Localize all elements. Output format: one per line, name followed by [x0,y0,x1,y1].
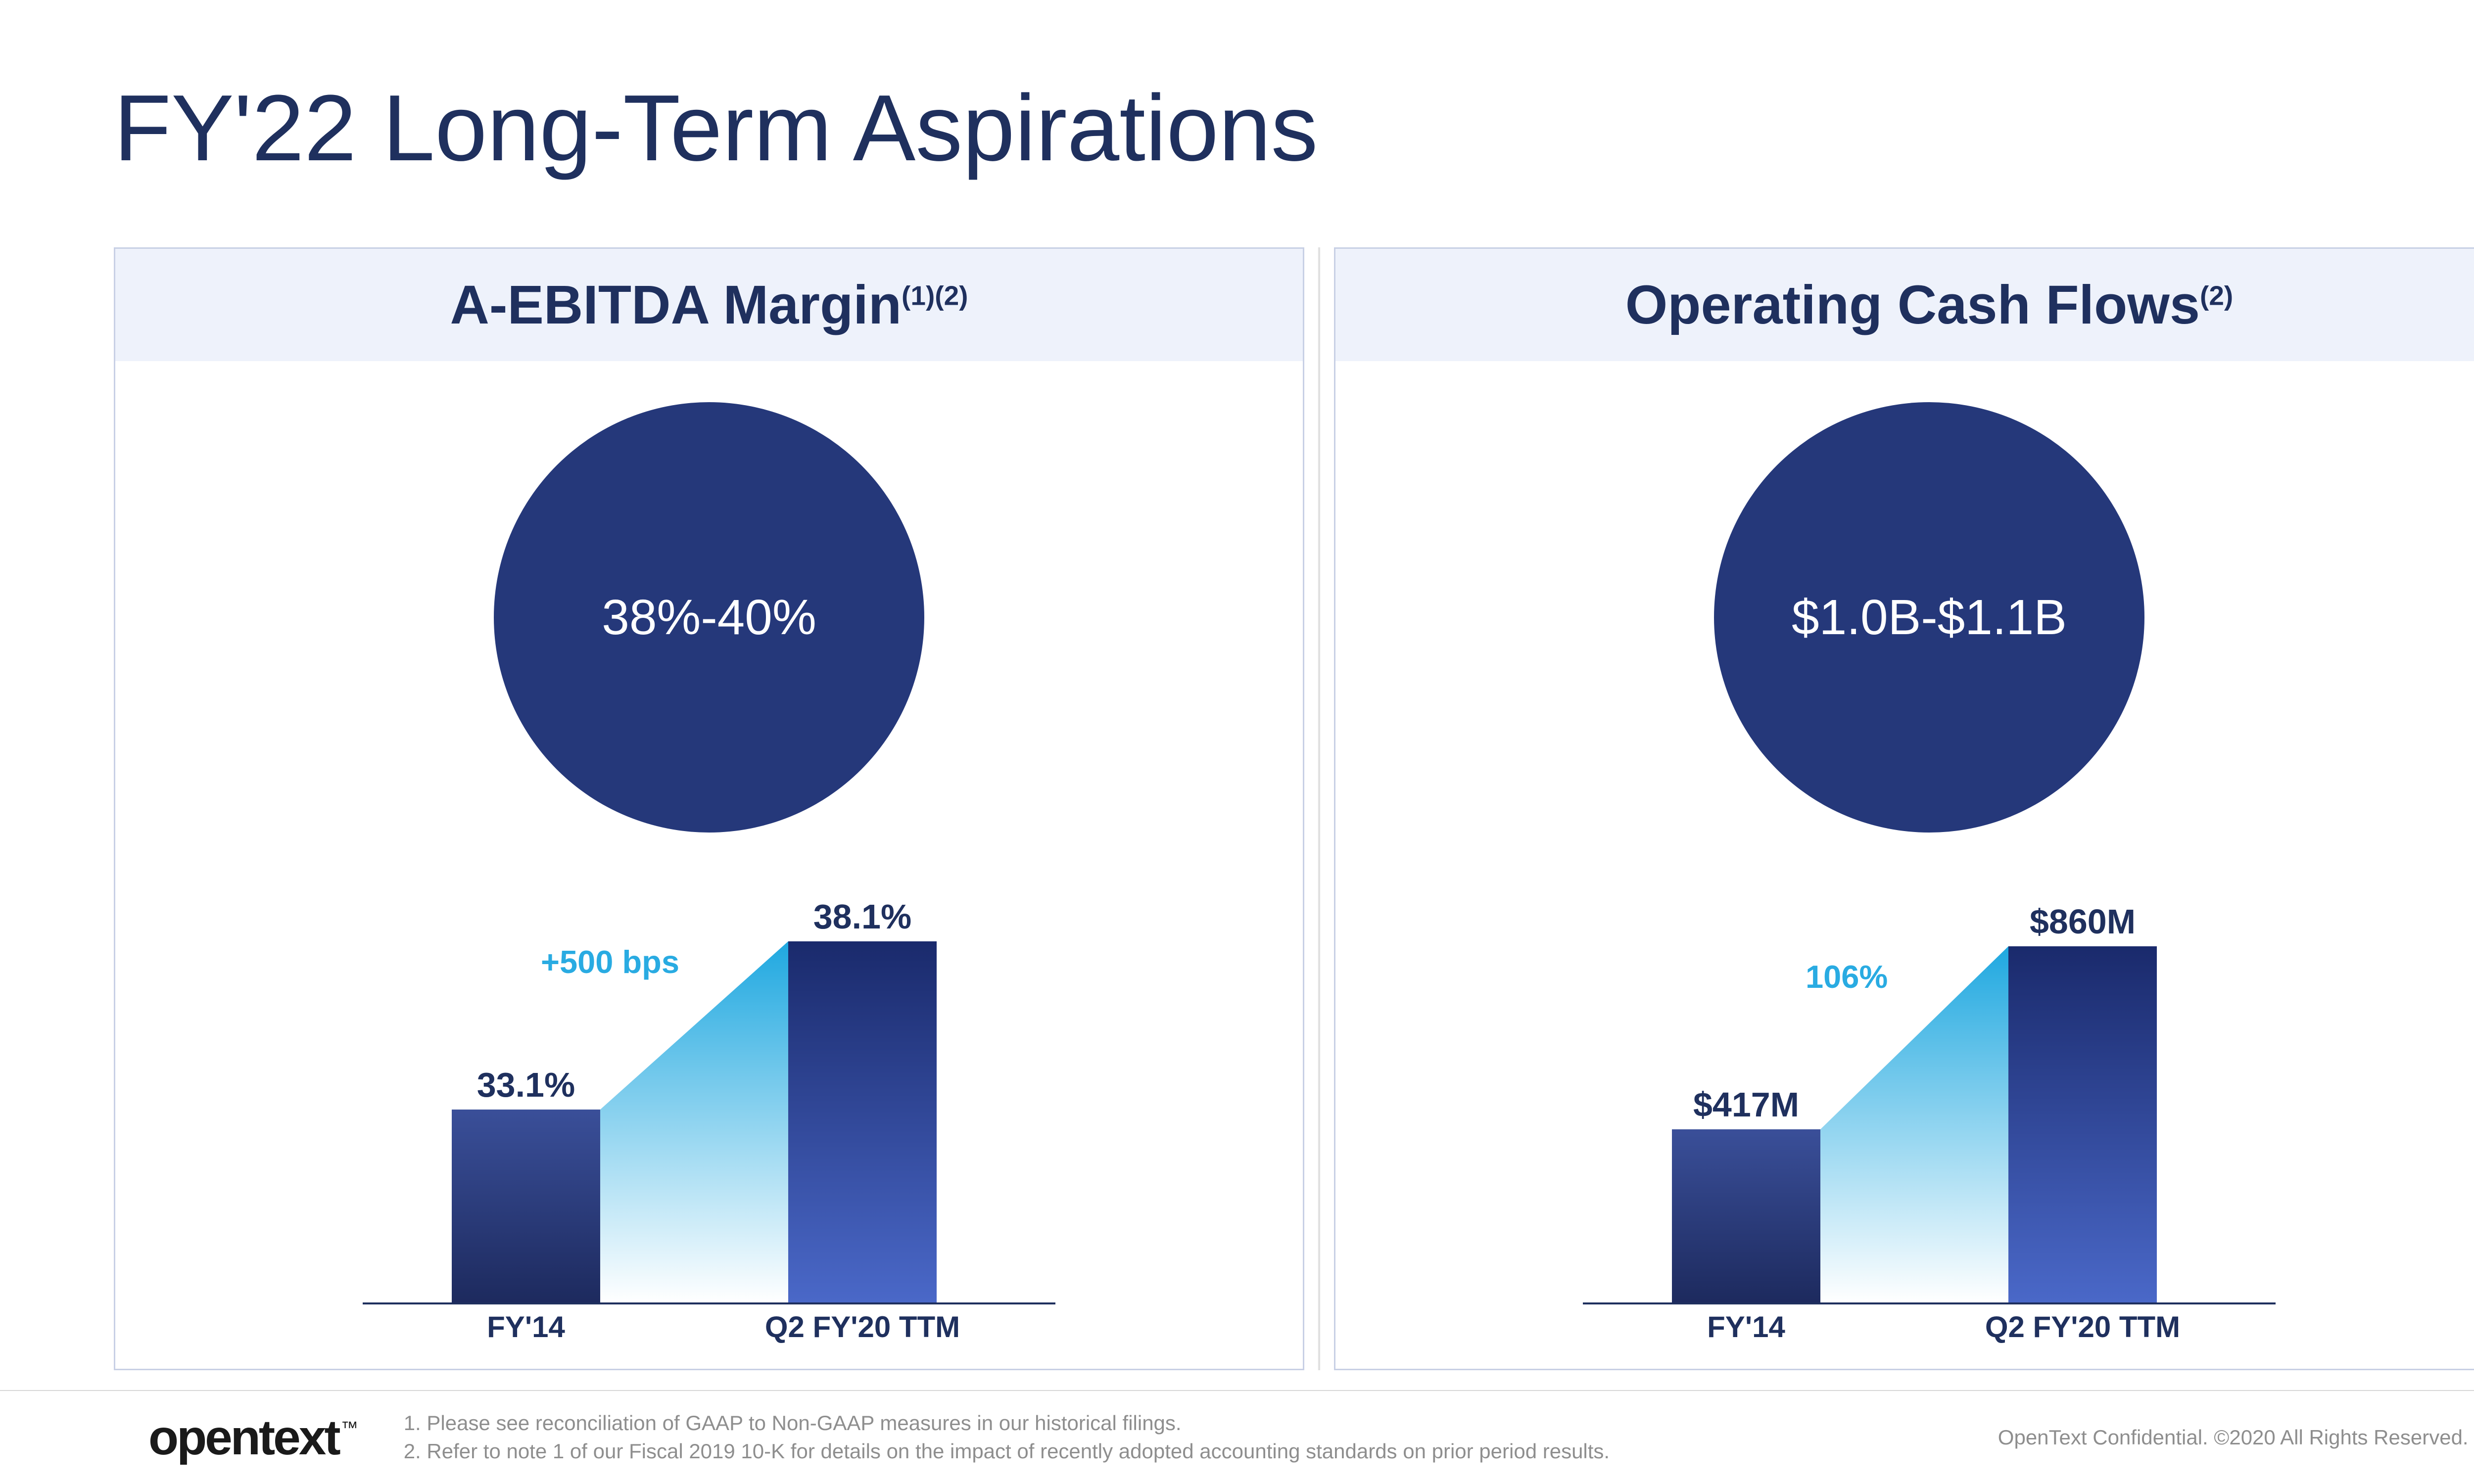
bar-fill [452,1110,600,1302]
bar-fill [1672,1129,1820,1302]
footer: opentext™ 1. Please see reconciliation o… [0,1390,2474,1484]
bar-category-label: FY'14 [452,1310,600,1344]
footnotes: 1. Please see reconciliation of GAAP to … [404,1409,1610,1465]
bar-q2fy20-ebitda: 38.1% [788,941,937,1302]
x-axis [1583,1302,2276,1304]
chart-cashflow: 106% $417M $860M FY'14 Q2 FY'20 TTM [1583,884,2276,1304]
panel-header-sup: (2) [2200,280,2233,311]
chart-ebitda: +500 bps 33.1% 38.1% FY'14 Q2 FY'20 TTM [363,884,1055,1304]
target-circle-cashflow: $1.0B-$1.1B [1714,402,2144,833]
bar-value-label: $417M [1672,1085,1820,1124]
bar-fill [788,941,937,1302]
panel-cashflow: Operating Cash Flows(2) $1.0B-$1.1B 106%… [1334,247,2474,1370]
panel-ebitda: A-EBITDA Margin(1)(2) 38%-40% +500 bps 3… [114,247,1304,1370]
logo-text: opentext [148,1410,339,1465]
confidential-text: OpenText Confidential. ©2020 All Rights … [1998,1426,2469,1449]
bar-q2fy20-cashflow: $860M [2008,946,2157,1302]
panel-header-text: Operating Cash Flows [1625,275,2200,335]
bar-value-label: 33.1% [452,1065,600,1105]
footnote-line: 1. Please see reconciliation of GAAP to … [404,1409,1610,1438]
bar-category-label: FY'14 [1672,1310,1820,1344]
slide-title: FY'22 Long-Term Aspirations [114,74,1318,182]
panel-header-cashflow: Operating Cash Flows(2) [1335,249,2474,361]
panel-divider [1318,247,1321,1370]
panel-header-ebitda: A-EBITDA Margin(1)(2) [115,249,1303,361]
bar-category-label: Q2 FY'20 TTM [754,1310,971,1344]
target-circle-ebitda: 38%-40% [494,402,924,833]
bar-fy14-cashflow: $417M [1672,1129,1820,1302]
x-axis [363,1302,1055,1304]
circle-value: 38%-40% [602,589,816,646]
panels-container: A-EBITDA Margin(1)(2) 38%-40% +500 bps 3… [114,247,2474,1370]
bar-value-label: $860M [2008,902,2157,941]
bar-value-label: 38.1% [788,897,937,936]
opentext-logo: opentext™ [148,1409,354,1466]
circle-value: $1.0B-$1.1B [1792,589,2067,646]
growth-wedge-cashflow [1820,946,2008,1302]
bar-fill [2008,946,2157,1302]
growth-wedge-ebitda [600,941,788,1302]
trademark-symbol: ™ [341,1418,356,1438]
panel-header-sup: (1)(2) [902,280,968,311]
bar-fy14-ebitda: 33.1% [452,1110,600,1302]
bar-category-label: Q2 FY'20 TTM [1974,1310,2191,1344]
panel-header-text: A-EBITDA Margin [450,275,902,335]
footnote-line: 2. Refer to note 1 of our Fiscal 2019 10… [404,1438,1610,1466]
